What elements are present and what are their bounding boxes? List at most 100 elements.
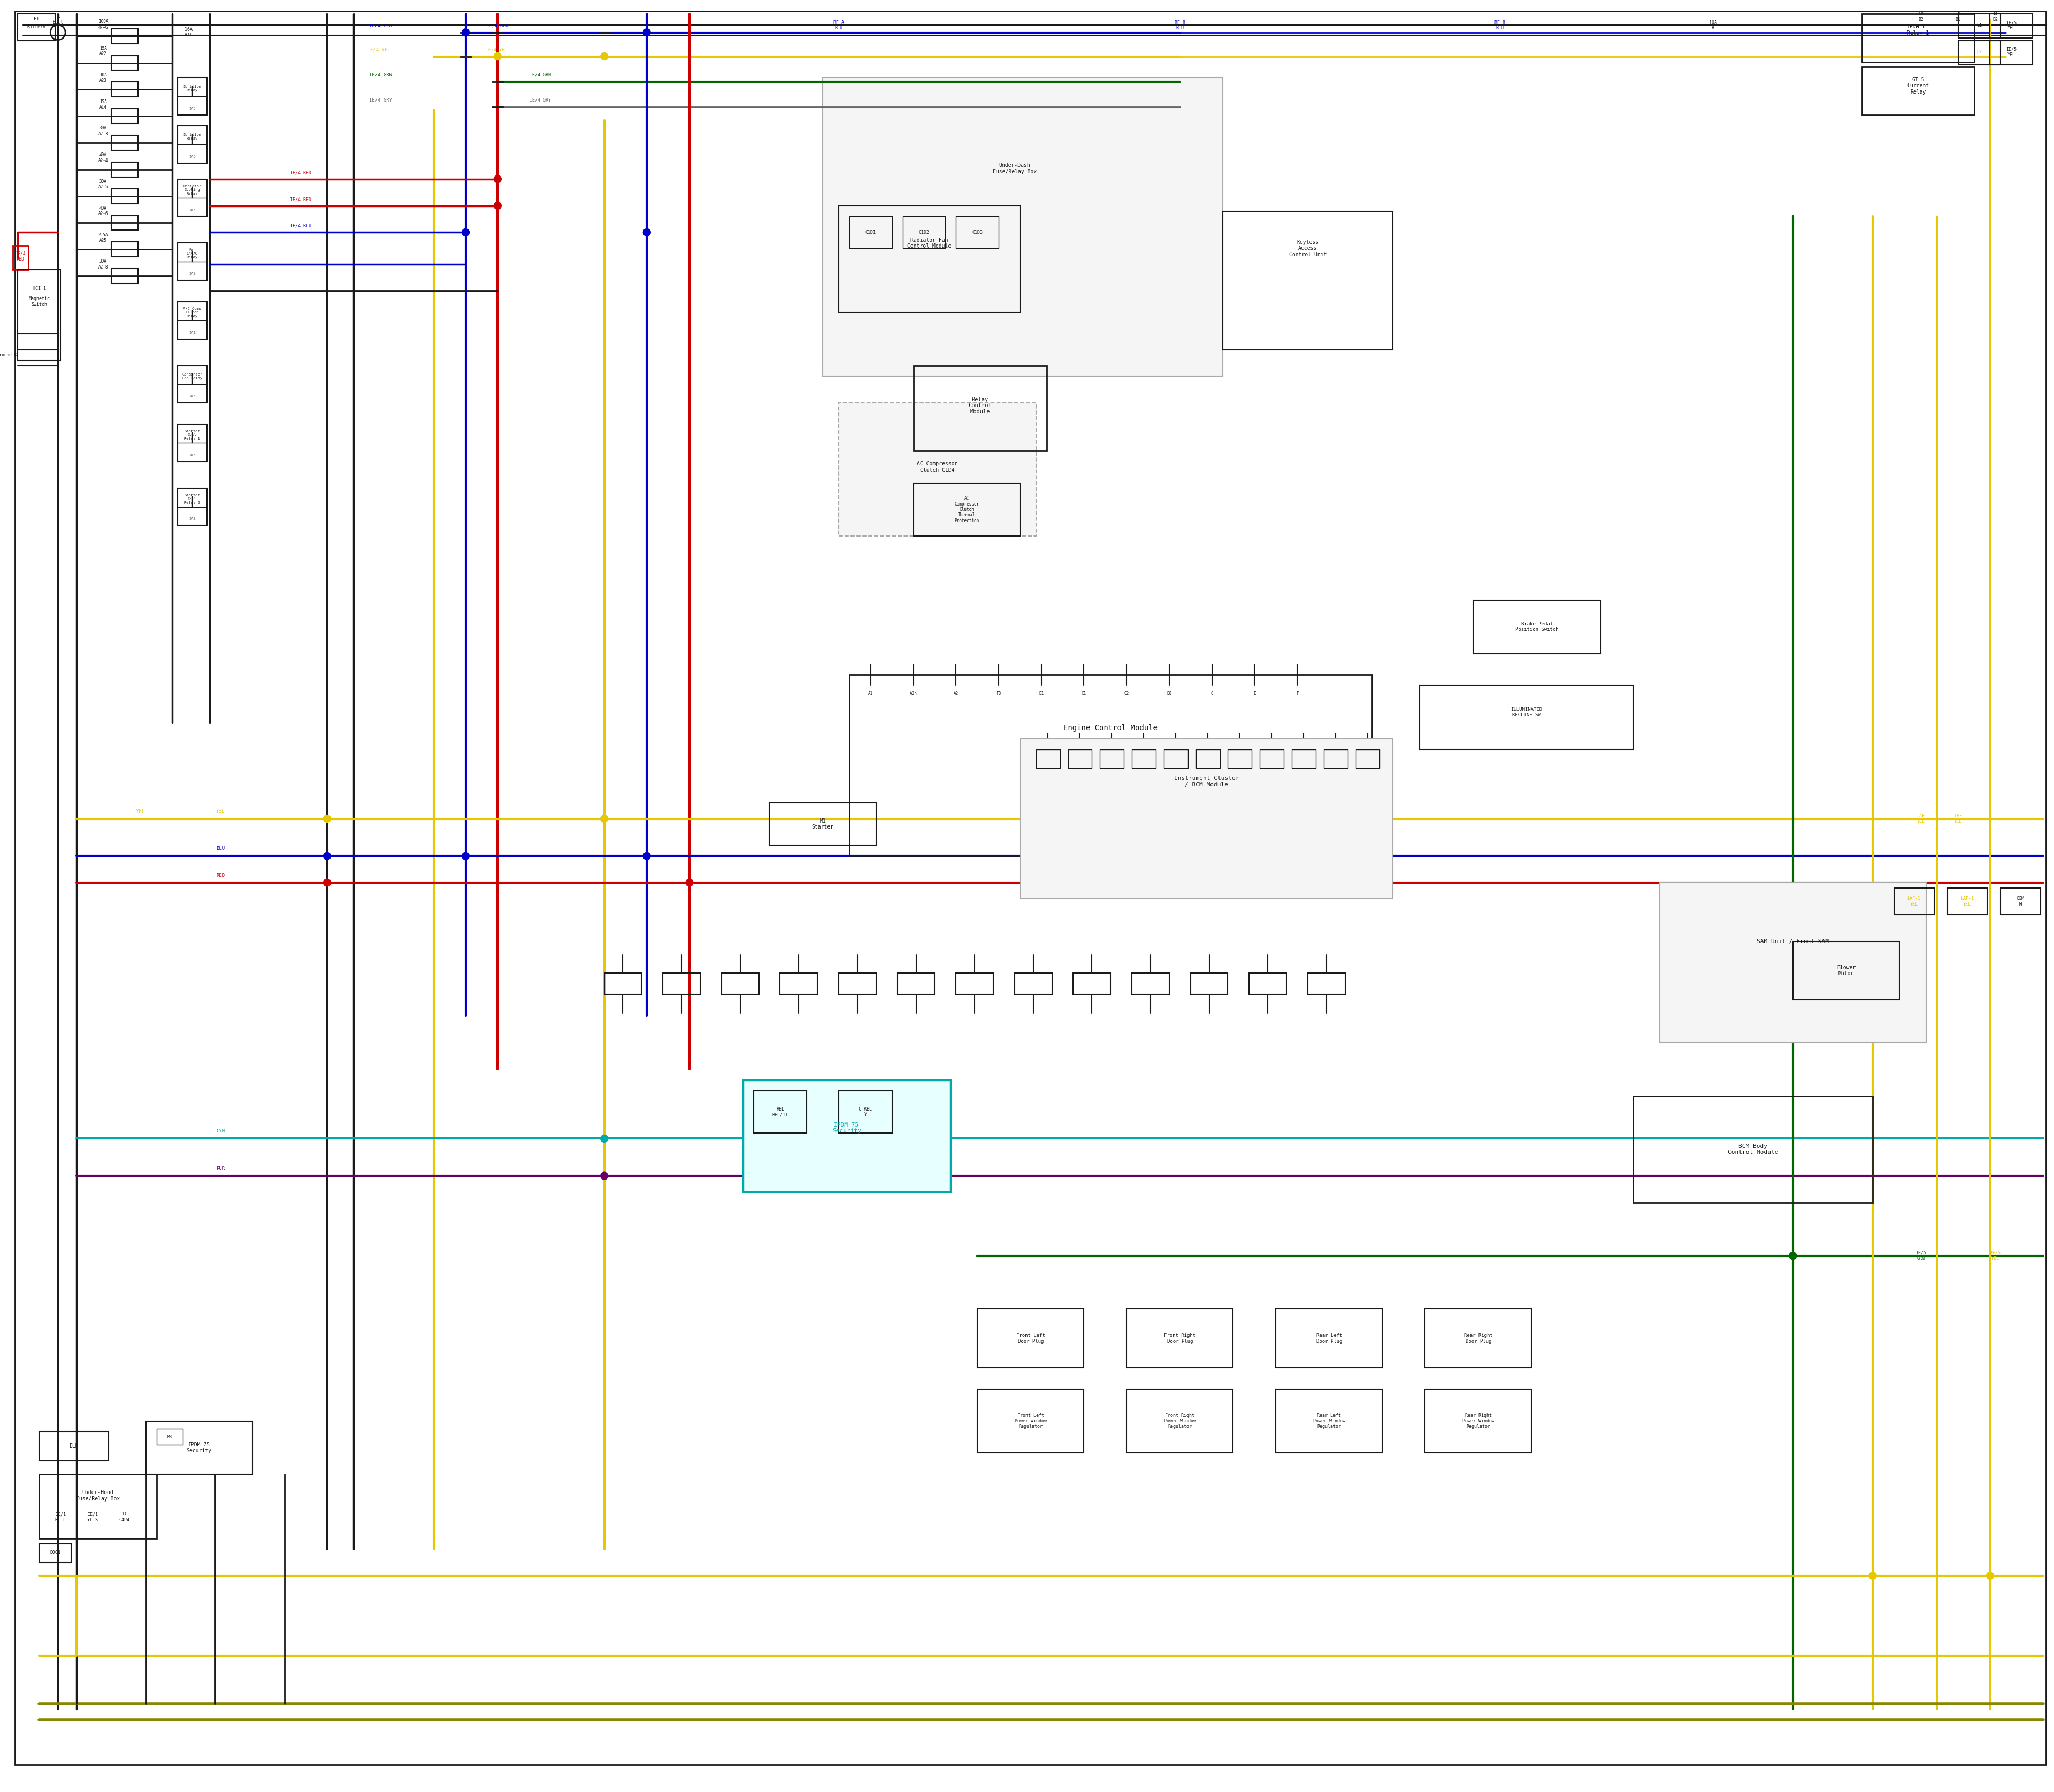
Bar: [18, 14, 55, 41]
Bar: [1099, 749, 1124, 769]
Text: IE/4
RED: IE/4 RED: [16, 251, 25, 262]
Text: Rear Right
Door Plug: Rear Right Door Plug: [1465, 1333, 1493, 1344]
Text: IE/4 RED: IE/4 RED: [290, 170, 310, 176]
Text: 40A
A2-6: 40A A2-6: [99, 206, 109, 217]
Text: BCM Body
Control Module: BCM Body Control Module: [1727, 1143, 1779, 1156]
Bar: [179, 487, 207, 525]
Text: C REL
Y: C REL Y: [859, 1107, 873, 1116]
Bar: [770, 803, 877, 846]
Bar: [146, 1421, 253, 1475]
Text: 30A
A2-8: 30A A2-8: [99, 260, 109, 269]
Bar: [111, 29, 138, 43]
Text: L2: L2: [1976, 50, 1982, 54]
Bar: [2001, 889, 2042, 914]
Bar: [902, 217, 945, 249]
Bar: [838, 973, 877, 995]
Circle shape: [493, 52, 501, 61]
Text: IE/5
YEL: IE/5 YEL: [1990, 1251, 2001, 1262]
Bar: [838, 206, 1021, 312]
Text: IA5: IA5: [189, 394, 195, 398]
Text: IE/5
YEL: IE/5 YEL: [2007, 47, 2017, 57]
Circle shape: [322, 815, 331, 823]
Circle shape: [600, 815, 608, 823]
Bar: [1126, 1389, 1232, 1453]
Bar: [179, 425, 207, 462]
Text: IE/4 BLU: IE/4 BLU: [290, 224, 310, 228]
Bar: [111, 242, 138, 256]
Bar: [1259, 749, 1284, 769]
Text: Keyless
Access
Control Unit: Keyless Access Control Unit: [1290, 240, 1327, 258]
Bar: [1425, 1389, 1532, 1453]
Bar: [1015, 973, 1052, 995]
Text: Rear Left
Power Window
Regulator: Rear Left Power Window Regulator: [1313, 1414, 1345, 1428]
Text: HCI 1: HCI 1: [33, 287, 45, 290]
Text: F: F: [1296, 692, 1298, 695]
Text: GT-5
Current
Relay: GT-5 Current Relay: [1906, 77, 1929, 95]
Text: Rear Right
Power Window
Regulator: Rear Right Power Window Regulator: [1462, 1414, 1495, 1428]
Bar: [111, 188, 138, 204]
Text: E/4 YEL: E/4 YEL: [489, 47, 507, 52]
Bar: [914, 366, 1048, 452]
Text: E/4 YEL: E/4 YEL: [370, 47, 390, 52]
Circle shape: [462, 229, 470, 237]
Text: IA5: IA5: [189, 208, 195, 211]
Text: M1
Starter: M1 Starter: [811, 819, 834, 830]
Circle shape: [462, 29, 470, 36]
Text: Condenser
Fan Relay: Condenser Fan Relay: [183, 373, 203, 380]
Bar: [111, 136, 138, 151]
Text: Front Left
Power Window
Regulator: Front Left Power Window Regulator: [1015, 1414, 1048, 1428]
Text: IPDM-75
Security: IPDM-75 Security: [187, 1443, 212, 1453]
Text: Under-Dash
Fuse/Relay Box: Under-Dash Fuse/Relay Box: [992, 163, 1037, 174]
Bar: [39, 1543, 72, 1563]
Text: A2: A2: [953, 692, 959, 695]
Text: C1: C1: [1082, 692, 1087, 695]
Text: A/C Comp
Clutch
Relay: A/C Comp Clutch Relay: [183, 306, 201, 317]
Bar: [1419, 686, 1633, 749]
Text: PUR: PUR: [216, 1167, 224, 1170]
Text: LAF
YEL: LAF YEL: [1953, 814, 1962, 824]
Text: IE/4 GRY: IE/4 GRY: [530, 99, 550, 102]
Bar: [824, 77, 1222, 376]
Text: Radiator Fan
Control Module: Radiator Fan Control Module: [908, 237, 951, 249]
Bar: [1957, 41, 2001, 65]
Text: Rear Left
Door Plug: Rear Left Door Plug: [1317, 1333, 1341, 1344]
Bar: [1957, 14, 2001, 38]
Bar: [1292, 749, 1317, 769]
Text: CGM
M: CGM M: [2017, 896, 2025, 907]
Text: Engine Control Module: Engine Control Module: [1064, 724, 1158, 731]
Circle shape: [493, 176, 501, 183]
Text: IPDM-11
Relay 1: IPDM-11 Relay 1: [1906, 23, 1929, 36]
Text: IPDM-75
Security: IPDM-75 Security: [832, 1122, 861, 1134]
Bar: [1035, 749, 1060, 769]
Bar: [914, 482, 1021, 536]
Bar: [838, 1091, 891, 1133]
Text: C1D3: C1D3: [972, 229, 982, 235]
Circle shape: [600, 1172, 608, 1179]
Bar: [1323, 749, 1347, 769]
Text: LAF
YEL: LAF YEL: [1916, 814, 1925, 824]
Text: IE/4 BLU: IE/4 BLU: [487, 23, 507, 29]
Text: BE 8
BLU: BE 8 BLU: [1175, 20, 1185, 30]
Bar: [12, 246, 29, 269]
Bar: [1276, 1389, 1382, 1453]
Text: C: C: [1210, 692, 1214, 695]
Bar: [1793, 941, 1900, 1000]
Bar: [1068, 749, 1093, 769]
Text: Under-Hood
Fuse/Relay Box: Under-Hood Fuse/Relay Box: [76, 1489, 119, 1502]
Text: B8: B8: [1167, 692, 1171, 695]
Bar: [1191, 973, 1228, 995]
Text: Relay
Control
Module: Relay Control Module: [967, 396, 992, 414]
Text: G001: G001: [49, 1550, 62, 1555]
Text: IA5: IA5: [189, 453, 195, 457]
Bar: [1276, 1310, 1382, 1367]
Text: IE/4 GRN: IE/4 GRN: [530, 73, 550, 77]
Text: F1: F1: [33, 16, 39, 22]
Bar: [955, 217, 998, 249]
Text: BE A
BLU: BE A BLU: [834, 20, 844, 30]
Bar: [1425, 1310, 1532, 1367]
Bar: [721, 973, 758, 995]
Bar: [824, 82, 1206, 366]
Text: C2: C2: [1124, 692, 1130, 695]
Text: IE/5
YEL: IE/5 YEL: [2007, 20, 2017, 30]
Text: 10A
A23: 10A A23: [99, 73, 107, 82]
